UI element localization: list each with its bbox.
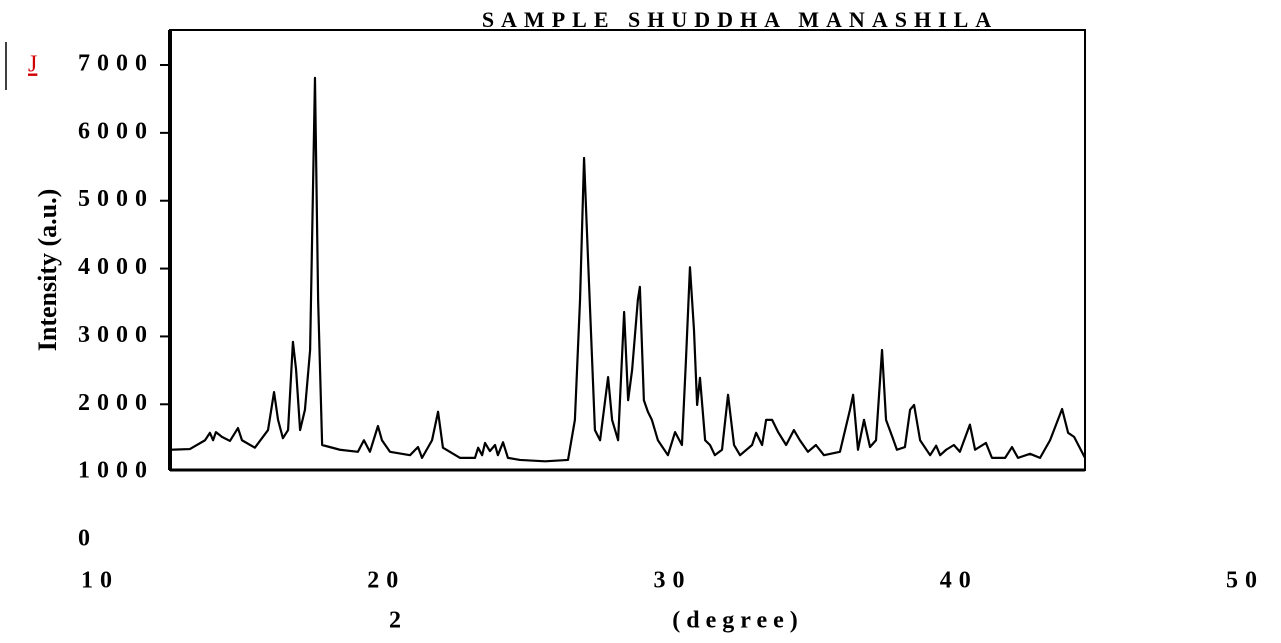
y-tick-label: 7000 — [78, 51, 154, 77]
y-tick-label: 1000 — [78, 458, 154, 484]
y-tick-label: 0 — [78, 526, 97, 552]
link-text[interactable]: J — [28, 52, 37, 78]
x-tick-label: 30 — [654, 568, 692, 594]
y-tick-label: 5000 — [78, 186, 154, 212]
x-tick-label: 50 — [1226, 568, 1264, 594]
chart-title: SAMPLE SHUDDHA MANASHILA — [482, 7, 998, 32]
x-axis-unit: (degree) — [672, 608, 804, 634]
data-line — [170, 76, 1086, 463]
x-tick-label: 10 — [81, 568, 119, 594]
x-tick-label: 40 — [940, 568, 978, 594]
y-tick-label: 2000 — [78, 390, 154, 416]
y-tick-label: 3000 — [78, 322, 154, 348]
y-tick-label: 4000 — [78, 254, 154, 280]
x-tick-label: 20 — [367, 568, 405, 594]
x-axis-label: 2 — [389, 608, 407, 634]
y-tick-label: 6000 — [78, 118, 154, 144]
y-axis-label: Intensity (a.u.) — [33, 189, 62, 352]
